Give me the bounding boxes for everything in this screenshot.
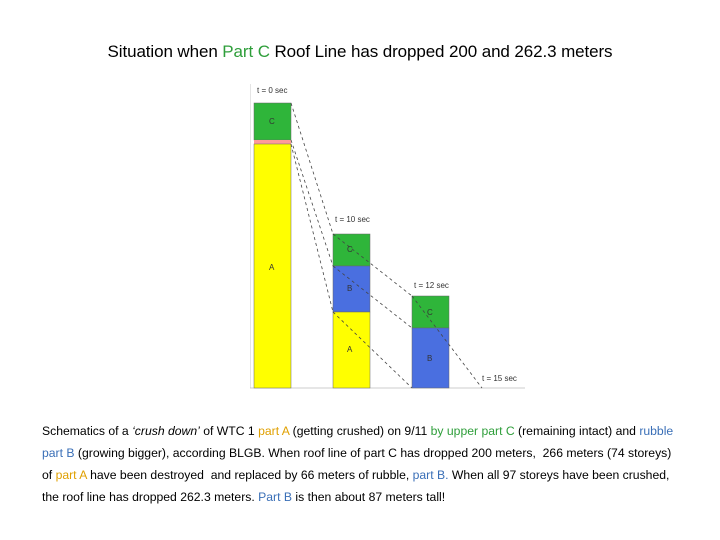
page-title: Situation when Part C Roof Line has drop… — [0, 42, 720, 62]
time-label-t15: t = 15 sec — [482, 374, 517, 383]
caption-crush-down: ‘crush down’ — [132, 424, 200, 438]
caption-paragraph: Schematics of a ‘crush down’ of WTC 1 pa… — [42, 420, 682, 508]
caption-part-c: by upper part C — [430, 424, 515, 438]
label-c-t12: C — [427, 308, 433, 317]
block-a-t0 — [253, 143, 292, 389]
time-label-t10: t = 10 sec — [335, 215, 370, 224]
caption-text: Schematics of a — [42, 424, 133, 438]
roofline-trajectory — [290, 102, 334, 235]
caption-text: (getting crushed) on 9/11 — [289, 424, 431, 438]
a-top-trajectory — [332, 311, 413, 389]
caption-text: (growing bigger), according BLGB. When r… — [42, 446, 675, 482]
caption-text: have been destroyed and replaced by 66 m… — [86, 468, 413, 482]
roofline-trajectory — [332, 233, 413, 297]
caption-part-b: Part B — [258, 490, 293, 504]
title-text-2: Roof Line has dropped 200 and 262.3 mete… — [269, 42, 613, 61]
caption-part-a: part A — [55, 468, 87, 482]
label-a-t10: A — [347, 345, 353, 354]
caption-text: of WTC 1 — [199, 424, 259, 438]
block-b-t0 — [254, 140, 291, 144]
crush-down-diagram: C A C B A C B t = 0 sec t = 10 sec t = 1… — [250, 82, 530, 392]
caption-text: (remaining intact) and — [514, 424, 640, 438]
caption-part-a: part A — [258, 424, 290, 438]
caption-part-b: part B. — [412, 468, 449, 482]
label-b-t10: B — [347, 284, 352, 293]
c-bottom-trajectory — [332, 265, 413, 329]
label-b-t12: B — [427, 354, 432, 363]
block-a-t10 — [332, 311, 371, 389]
caption-text: is then about 87 meters tall! — [292, 490, 446, 504]
label-a-t0: A — [269, 263, 275, 272]
block-b-t10 — [332, 265, 371, 313]
label-c-t0: C — [269, 117, 275, 126]
block-c-t12 — [411, 295, 450, 329]
label-c-t10: C — [347, 245, 353, 254]
title-part-c: Part C — [222, 42, 270, 61]
c-bottom-trajectory — [290, 139, 334, 267]
roofline-trajectory — [411, 295, 483, 389]
a-top-trajectory — [290, 143, 334, 313]
caption-part-b: rubble part B — [42, 424, 677, 460]
time-label-t12: t = 12 sec — [414, 281, 449, 290]
caption-text: When all 97 storeys have been crushed, t… — [42, 468, 673, 504]
block-b-t12 — [411, 327, 450, 389]
time-label-t0: t = 0 sec — [257, 86, 287, 95]
title-text-1: Situation when — [107, 42, 223, 61]
